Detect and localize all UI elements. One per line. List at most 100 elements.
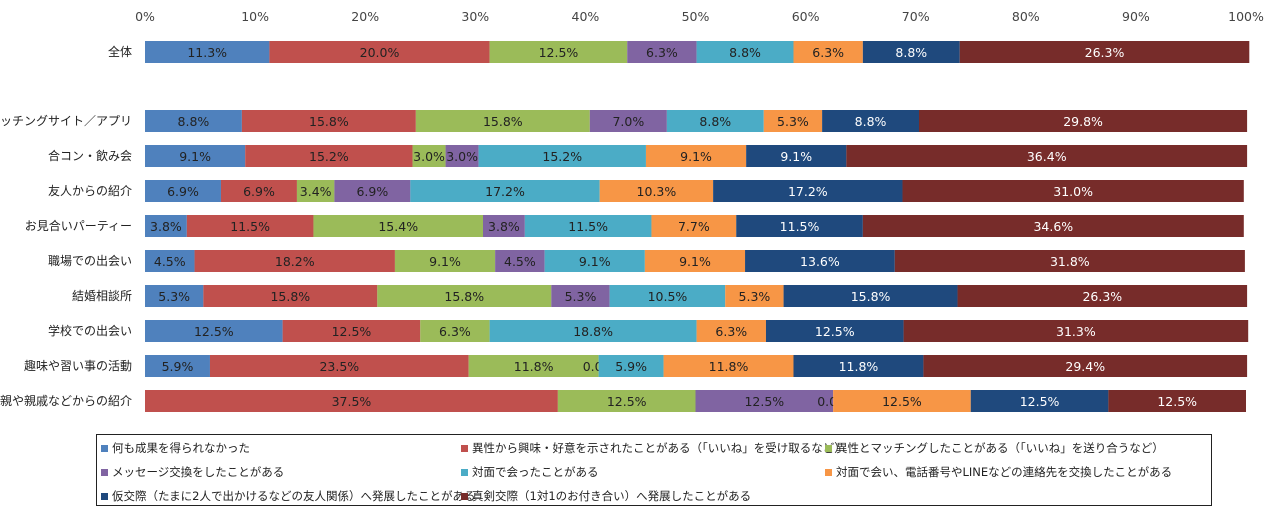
bar-segment xyxy=(145,180,221,202)
bar-segment xyxy=(145,320,283,342)
data-label: 18.2% xyxy=(275,254,315,269)
data-label: 3.8% xyxy=(488,219,520,234)
bar-segment xyxy=(919,110,1248,132)
category-label: 結婚相談所 xyxy=(72,288,132,303)
bar-segment xyxy=(651,215,737,237)
bar-segment xyxy=(394,250,496,272)
data-label: 29.8% xyxy=(1063,114,1103,129)
bar-segment xyxy=(489,320,697,342)
data-label: 12.5% xyxy=(607,394,647,409)
bar-segment xyxy=(695,390,834,412)
legend-swatch xyxy=(101,444,108,452)
category-label: 学校での出会い xyxy=(48,323,132,338)
legend-label: 何も成果を得られなかった xyxy=(112,441,250,455)
bar-segment xyxy=(551,285,610,307)
category-label: お見合いパーティー xyxy=(25,218,132,233)
legend-item: 対面で会ったことがある xyxy=(461,464,599,480)
data-label: 6.3% xyxy=(646,45,678,60)
bar-segment xyxy=(598,355,664,377)
data-label: 6.9% xyxy=(243,184,275,199)
x-tick-label: 90% xyxy=(1122,9,1150,24)
legend-item: 異性とマッチングしたことがある（「いいね」を送り合うなど） xyxy=(825,440,1164,456)
data-label: 6.9% xyxy=(356,184,388,199)
data-label: 13.6% xyxy=(800,254,840,269)
bar-segment xyxy=(862,215,1244,237)
bar-segment xyxy=(970,390,1109,412)
bar-segment xyxy=(1108,390,1246,412)
legend-label: 異性とマッチングしたことがある（「いいね」を送り合うなど） xyxy=(836,441,1164,455)
data-label: 12.5% xyxy=(194,324,234,339)
x-tick-label: 60% xyxy=(792,9,820,24)
data-label: 9.1% xyxy=(429,254,461,269)
data-label: 5.3% xyxy=(777,114,809,129)
category-label: マッチングサイト／アプリ xyxy=(0,114,132,128)
data-label: 36.4% xyxy=(1027,149,1067,164)
legend-item: 仮交際（たまに2人で出かけるなどの友人関係）へ発展したことがある xyxy=(101,488,475,504)
data-label: 7.7% xyxy=(678,219,710,234)
data-label: 8.8% xyxy=(729,45,761,60)
category-label: 親や親戚などからの紹介 xyxy=(0,394,132,408)
bar-segment xyxy=(269,41,490,63)
data-label: 9.1% xyxy=(780,149,812,164)
bar-segment xyxy=(627,41,697,63)
bar-segment xyxy=(194,250,395,272)
data-label: 12.5% xyxy=(1157,394,1197,409)
bar-segment xyxy=(765,320,904,342)
legend-label: メッセージ交換をしたことがある xyxy=(112,465,285,479)
data-label: 8.8% xyxy=(699,114,731,129)
data-label: 31.0% xyxy=(1053,184,1093,199)
data-label: 6.3% xyxy=(439,324,471,339)
legend-swatch xyxy=(461,492,468,500)
legend-swatch xyxy=(461,444,468,452)
bar-segment xyxy=(644,250,746,272)
bar-segment xyxy=(186,215,314,237)
legend-swatch xyxy=(101,492,108,500)
data-label: 4.5% xyxy=(504,254,536,269)
data-label: 4.5% xyxy=(154,254,186,269)
x-tick-label: 10% xyxy=(241,9,269,24)
bar-segment xyxy=(468,355,599,377)
bar-segment xyxy=(609,285,726,307)
data-label: 31.8% xyxy=(1050,254,1090,269)
bar-segment xyxy=(862,41,960,63)
data-label: 12.5% xyxy=(815,324,855,339)
bar-segment xyxy=(725,285,784,307)
bar-segment xyxy=(783,285,958,307)
bar-segment xyxy=(245,145,413,167)
data-label: 17.2% xyxy=(788,184,828,199)
bar-segment xyxy=(696,320,766,342)
bar-segment xyxy=(822,110,920,132)
bar-segment xyxy=(666,110,764,132)
bar-segment xyxy=(203,285,378,307)
data-label: 3.0% xyxy=(446,149,478,164)
data-label: 34.6% xyxy=(1033,219,1073,234)
bar-segment xyxy=(557,390,696,412)
data-label: 15.8% xyxy=(270,289,310,304)
data-label: 15.2% xyxy=(542,149,582,164)
data-label: 26.3% xyxy=(1082,289,1122,304)
data-label: 3.0% xyxy=(413,149,445,164)
x-tick-label: 100% xyxy=(1228,9,1264,24)
x-tick-label: 40% xyxy=(572,9,600,24)
data-label: 12.5% xyxy=(882,394,922,409)
bar-segment xyxy=(145,355,210,377)
chart-legend: 何も成果を得られなかった 異性から興味・好意を示されたことがある（「いいね」を受け… xyxy=(96,434,1212,506)
bar-segment xyxy=(544,250,645,272)
bar-segment xyxy=(495,250,545,272)
category-label: 全体 xyxy=(108,44,132,59)
legend-item: メッセージ交換をしたことがある xyxy=(101,464,284,480)
bar-segment xyxy=(599,180,714,202)
legend-swatch xyxy=(461,468,468,476)
data-label: 20.0% xyxy=(360,45,400,60)
data-label: 31.3% xyxy=(1056,324,1096,339)
legend-label: 仮交際（たまに2人で出かけるなどの友人関係）へ発展したことがある xyxy=(112,489,476,503)
data-label: 15.4% xyxy=(378,219,418,234)
data-label: 9.1% xyxy=(179,149,211,164)
data-label: 8.8% xyxy=(178,114,210,129)
data-label: 3.4% xyxy=(300,184,332,199)
data-label: 26.3% xyxy=(1085,45,1125,60)
bar-segment xyxy=(793,355,924,377)
bar-segment xyxy=(524,215,652,237)
legend-swatch xyxy=(101,468,108,476)
legend-label: 対面で会ったことがある xyxy=(472,465,599,479)
